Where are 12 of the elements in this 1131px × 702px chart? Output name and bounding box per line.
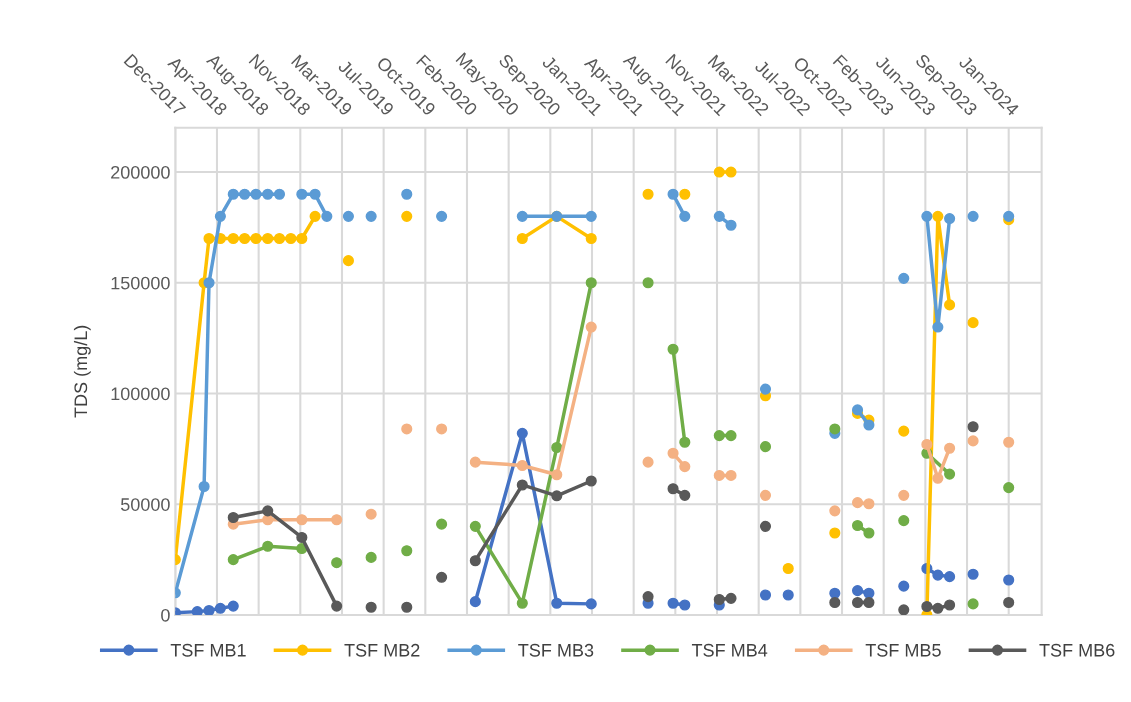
y-tick-label: 0 xyxy=(161,608,170,622)
y-tick-label: 100000 xyxy=(111,387,170,401)
legend-label: TSF MB1 xyxy=(170,643,246,657)
y-tick-label: 50000 xyxy=(120,498,170,511)
y-axis-title: TDS (mg/L) xyxy=(73,325,91,418)
legend-label: TSF MB5 xyxy=(865,643,941,657)
legend-label: TSF MB6 xyxy=(1039,643,1115,657)
legend-label: TSF MB3 xyxy=(518,643,594,657)
legend-label: TSF MB4 xyxy=(691,643,768,657)
legend-label: TSF MB2 xyxy=(344,643,420,657)
y-tick-label: 200000 xyxy=(111,165,170,179)
y-tick-label: 150000 xyxy=(111,276,170,290)
